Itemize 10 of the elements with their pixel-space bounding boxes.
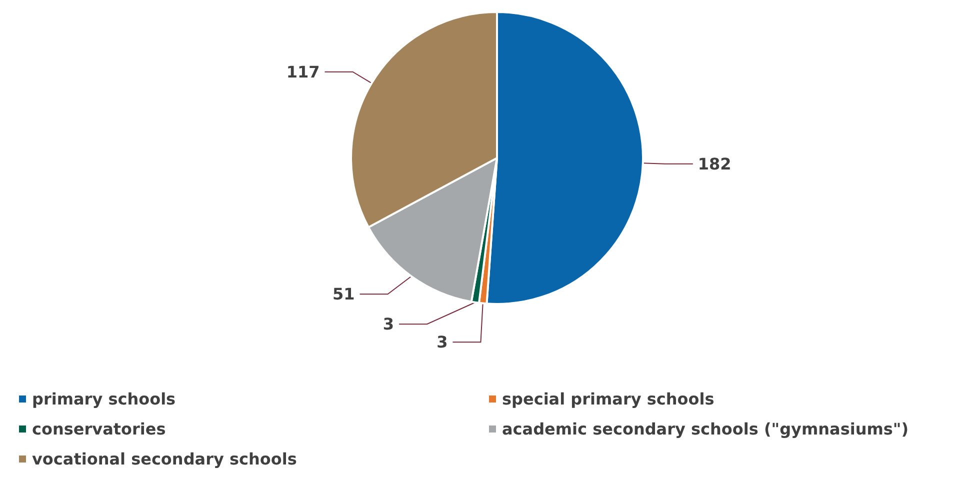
data-label: 3 xyxy=(436,332,448,352)
data-label: 117 xyxy=(286,62,320,82)
legend-label: primary schools xyxy=(32,390,176,408)
legend-label: vocational secondary schools xyxy=(32,450,297,468)
data-label: 51 xyxy=(332,284,355,304)
legend-label: academic secondary schools ("gymnasiums") xyxy=(502,420,909,438)
data-label: 3 xyxy=(382,314,394,334)
data-label: 182 xyxy=(698,154,732,174)
legend-label: conservatories xyxy=(32,420,166,438)
legend-label: special primary schools xyxy=(502,390,714,408)
